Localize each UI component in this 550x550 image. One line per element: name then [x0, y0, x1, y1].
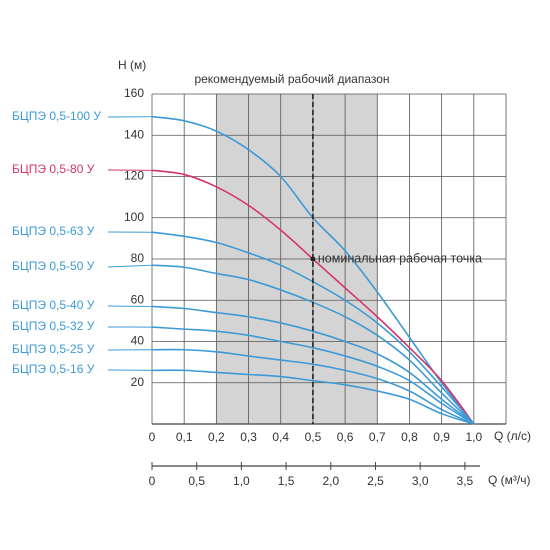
series-label: БЦПЭ 0,5-32 У [12, 319, 95, 333]
y-tick-label: 160 [124, 86, 144, 100]
y-tick-label: 120 [124, 169, 144, 183]
series-label: БЦПЭ 0,5-40 У [12, 298, 95, 312]
x-tick-label: 0 [149, 430, 156, 444]
series-label: БЦПЭ 0,5-80 У [12, 162, 95, 176]
x-tick-label: 0,1 [176, 430, 193, 444]
x-tick-label: 0,5 [305, 430, 322, 444]
x-axis-label: Q (л/с) [494, 429, 531, 443]
curve [151, 326, 475, 425]
x-tick-label: 0,9 [433, 430, 450, 444]
leader-line [107, 264, 153, 268]
series-label: БЦПЭ 0,5-63 У [12, 224, 95, 238]
x-tick-label: 1,0 [465, 430, 482, 444]
x2-tick-label: 0 [149, 474, 156, 488]
x2-tick-label: 3,5 [457, 474, 474, 488]
series-label: БЦПЭ 0,5-100 У [12, 109, 101, 123]
series-label: БЦПЭ 0,5-16 У [12, 362, 95, 376]
curve [151, 305, 475, 425]
x2-tick-label: 1,0 [233, 474, 250, 488]
series-label: БЦПЭ 0,5-25 У [12, 342, 95, 356]
y-axis-label: H (м) [118, 58, 146, 72]
x-tick-label: 0,3 [240, 430, 257, 444]
x-tick-label: 0,7 [369, 430, 386, 444]
y-tick-label: 100 [124, 210, 144, 224]
annotation: номинальная рабочая точка [318, 251, 482, 265]
y-tick-label: 60 [131, 292, 145, 306]
y-tick-label: 80 [131, 251, 145, 265]
y-tick-label: 40 [131, 334, 145, 348]
y-tick-label: 20 [131, 375, 145, 389]
x-tick-label: 0,8 [401, 430, 418, 444]
y-tick-label: 140 [124, 127, 144, 141]
x2-tick-label: 2,0 [322, 474, 339, 488]
x-tick-label: 0,6 [337, 430, 354, 444]
x2-tick-label: 1,5 [278, 474, 295, 488]
x-tick-label: 0,4 [272, 430, 289, 444]
x-tick-label: 0,2 [208, 430, 225, 444]
x2-tick-label: 2,5 [367, 474, 384, 488]
x2-tick-label: 0,5 [188, 474, 205, 488]
x2-tick-label: 3,0 [412, 474, 429, 488]
x2-axis-label: Q (м³/ч) [488, 473, 531, 487]
curve [151, 348, 475, 425]
curve [151, 369, 475, 425]
series-label: БЦПЭ 0,5-50 У [12, 259, 95, 273]
nominal-point [310, 256, 316, 262]
chart-title: рекомендуемый рабочий диапазон [194, 72, 389, 86]
